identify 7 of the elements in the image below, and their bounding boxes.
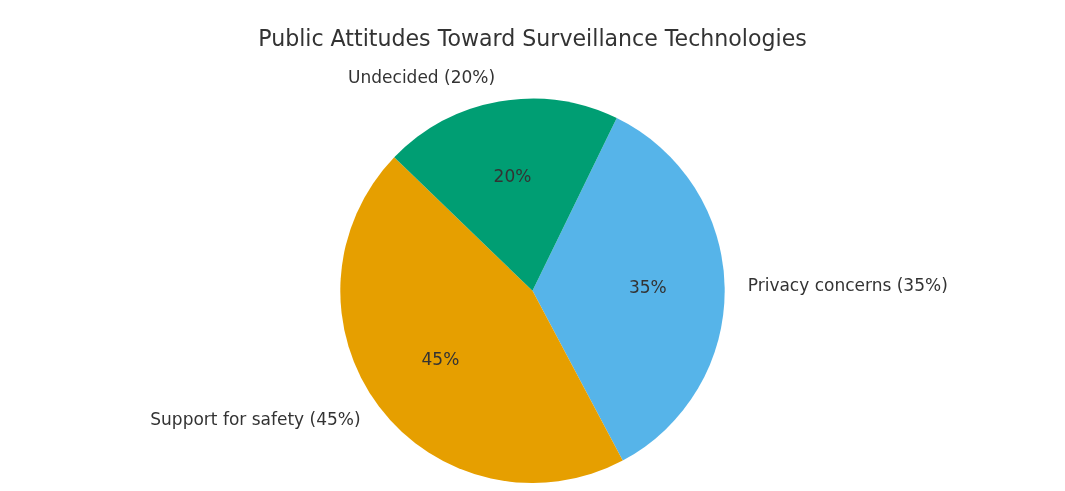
data-label: 45% — [421, 348, 460, 369]
data-label: 35% — [628, 277, 667, 298]
slice-label: Privacy concerns (35%) — [747, 275, 948, 296]
data-label: 20% — [493, 165, 532, 186]
slice-label: Undecided (20%) — [348, 67, 496, 88]
chart-title: Public Attitudes Toward Surveillance Technologies — [258, 24, 807, 51]
slice-label: Support for safety (45%) — [150, 408, 361, 429]
